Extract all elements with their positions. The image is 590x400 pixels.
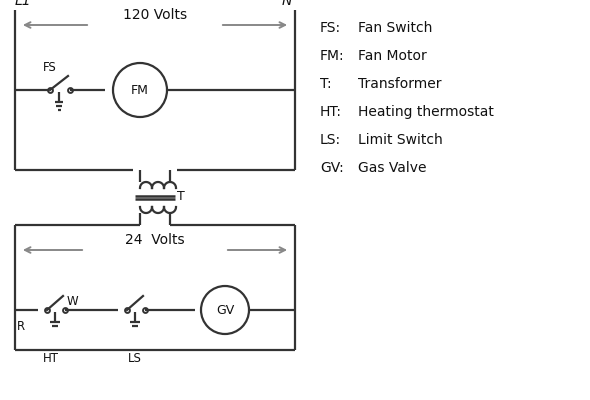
Text: Limit Switch: Limit Switch xyxy=(358,133,442,147)
Text: Heating thermostat: Heating thermostat xyxy=(358,105,494,119)
Text: Fan Switch: Fan Switch xyxy=(358,21,432,35)
Text: GV: GV xyxy=(216,304,234,316)
Text: 120 Volts: 120 Volts xyxy=(123,8,187,22)
Text: 24  Volts: 24 Volts xyxy=(125,233,185,247)
Text: LS:: LS: xyxy=(320,133,341,147)
Text: GV:: GV: xyxy=(320,161,344,175)
Text: L1: L1 xyxy=(15,0,32,8)
Text: Gas Valve: Gas Valve xyxy=(358,161,427,175)
Text: LS: LS xyxy=(128,352,142,365)
Text: FM:: FM: xyxy=(320,49,345,63)
Text: Fan Motor: Fan Motor xyxy=(358,49,427,63)
Text: T: T xyxy=(177,190,185,204)
Text: HT:: HT: xyxy=(320,105,342,119)
Text: R: R xyxy=(17,320,25,333)
Text: W: W xyxy=(67,295,78,308)
Text: Transformer: Transformer xyxy=(358,77,441,91)
Text: T:: T: xyxy=(320,77,332,91)
Text: FM: FM xyxy=(131,84,149,96)
Text: FS:: FS: xyxy=(320,21,341,35)
Text: HT: HT xyxy=(43,352,59,365)
Text: N: N xyxy=(282,0,292,8)
Text: FS: FS xyxy=(43,61,57,74)
